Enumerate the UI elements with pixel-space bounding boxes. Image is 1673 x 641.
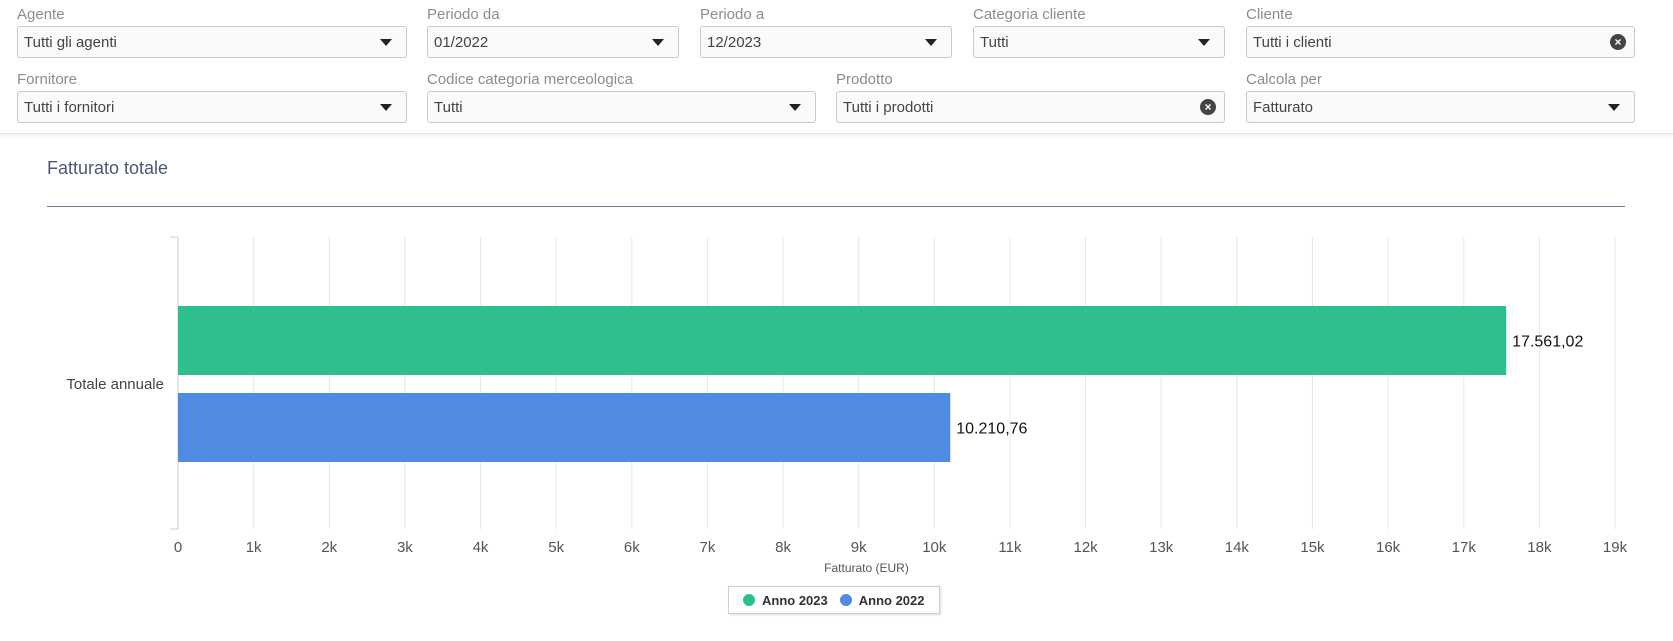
x-tick-label: 18k	[1527, 539, 1552, 556]
legend-label: Anno 2023	[762, 592, 828, 608]
periodo-da-select[interactable]: 01/2022	[427, 26, 679, 58]
periodo-a-value: 12/2023	[707, 33, 762, 51]
caret-down-icon	[1608, 103, 1620, 111]
categoria-cliente-select[interactable]: Tutti	[973, 26, 1225, 58]
x-tick-label: 16k	[1376, 539, 1401, 556]
category-label: Totale annuale	[66, 376, 164, 393]
prodotto-select[interactable]: Tutti i prodotti ×	[836, 91, 1225, 123]
cliente-value: Tutti i clienti	[1253, 33, 1332, 51]
categoria-cliente-label: Categoria cliente	[973, 6, 1086, 23]
codice-categoria-label: Codice categoria merceologica	[427, 71, 633, 88]
x-tick-label: 12k	[1073, 539, 1098, 556]
caret-down-icon	[789, 103, 801, 111]
chart-legend: Anno 2023 Anno 2022	[728, 586, 940, 614]
x-tick-label: 0	[174, 539, 182, 556]
cliente-select[interactable]: Tutti i clienti ×	[1246, 26, 1635, 58]
caret-down-icon	[925, 38, 937, 46]
x-tick-label: 1k	[246, 539, 262, 556]
data-label: 17.561,02	[1512, 334, 1583, 351]
x-tick-label: 6k	[624, 539, 640, 556]
clear-icon[interactable]: ×	[1200, 99, 1216, 115]
x-tick-label: 14k	[1225, 539, 1250, 556]
x-tick-label: 13k	[1149, 539, 1174, 556]
periodo-a-label: Periodo a	[700, 6, 765, 23]
x-tick-label: 11k	[998, 539, 1022, 556]
periodo-da-label: Periodo da	[427, 6, 500, 23]
prodotto-value: Tutti i prodotti	[843, 98, 934, 116]
prodotto-label: Prodotto	[836, 71, 893, 88]
x-tick-label: 2k	[321, 539, 337, 556]
x-tick-label: 15k	[1300, 539, 1325, 556]
cliente-label: Cliente	[1246, 6, 1293, 23]
agente-value: Tutti gli agenti	[24, 33, 117, 51]
caret-down-icon	[380, 38, 392, 46]
x-tick-label: 17k	[1452, 539, 1477, 556]
section-title: Fatturato totale	[47, 158, 169, 178]
x-tick-label: 7k	[699, 539, 715, 556]
x-tick-label: 19k	[1603, 539, 1628, 556]
agente-select[interactable]: Tutti gli agenti	[17, 26, 407, 58]
data-label: 10.210,76	[956, 421, 1027, 438]
caret-down-icon	[1198, 38, 1210, 46]
section-divider	[47, 206, 1625, 207]
x-axis-title: Fatturato (EUR)	[824, 561, 909, 575]
legend-item-2022[interactable]: Anno 2022	[839, 592, 925, 608]
filter-bar: Agente Tutti gli agenti Periodo da 01/20…	[0, 0, 1673, 134]
categoria-cliente-value: Tutti	[980, 33, 1009, 51]
codice-categoria-select[interactable]: Tutti	[427, 91, 816, 123]
x-tick-label: 4k	[473, 539, 489, 556]
legend-item-2023[interactable]: Anno 2023	[743, 593, 828, 608]
fornitore-select[interactable]: Tutti i fornitori	[17, 91, 407, 123]
x-tick-label: 3k	[397, 539, 413, 556]
caret-down-icon	[652, 38, 664, 46]
bar	[178, 393, 951, 462]
legend-label: Anno 2022	[858, 592, 925, 608]
agente-label: Agente	[17, 6, 65, 23]
calcola-per-value: Fatturato	[1253, 98, 1314, 116]
x-tick-label: 10k	[922, 539, 947, 556]
x-tick-label: 5k	[548, 539, 564, 556]
periodo-a-select[interactable]: 12/2023	[700, 26, 952, 58]
calcola-per-label: Calcola per	[1246, 71, 1322, 88]
fornitore-label: Fornitore	[17, 71, 78, 88]
fornitore-value: Tutti i fornitori	[24, 98, 115, 116]
periodo-da-value: 01/2022	[434, 33, 489, 51]
legend-dot-icon	[743, 594, 755, 606]
clear-icon[interactable]: ×	[1610, 34, 1626, 50]
caret-down-icon	[380, 103, 392, 111]
legend-dot-icon	[839, 594, 852, 606]
calcola-per-select[interactable]: Fatturato	[1246, 91, 1635, 123]
bar	[178, 306, 1507, 375]
codice-categoria-value: Tutti	[434, 98, 463, 116]
x-tick-label: 9k	[851, 539, 867, 556]
x-tick-label: 8k	[775, 539, 791, 556]
